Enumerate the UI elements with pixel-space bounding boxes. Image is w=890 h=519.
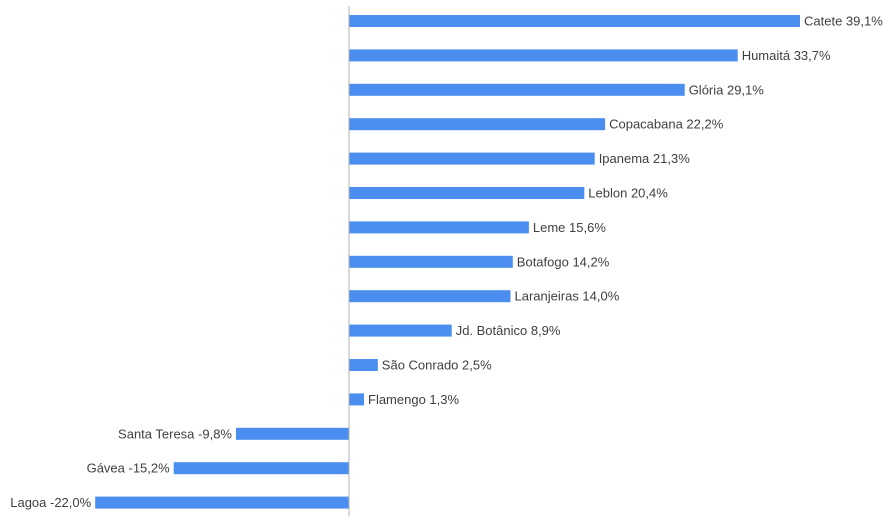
data-label: Catete 39,1% bbox=[804, 14, 883, 29]
data-label: Leme 15,6% bbox=[533, 220, 606, 235]
data-label: Lagoa -22,0% bbox=[10, 495, 91, 510]
data-label: Glória 29,1% bbox=[689, 82, 765, 97]
bar-gl-ria bbox=[349, 83, 685, 96]
bar-flamengo bbox=[349, 393, 364, 406]
bar-santa-teresa bbox=[236, 427, 349, 440]
bar-laranjeiras bbox=[349, 290, 511, 303]
bar-catete bbox=[349, 15, 800, 27]
data-label: Botafogo 14,2% bbox=[517, 254, 610, 269]
data-label: Humaitá 33,7% bbox=[742, 48, 831, 63]
data-label: São Conrado 2,5% bbox=[382, 358, 492, 373]
bar-jd-bot-nico bbox=[349, 324, 452, 337]
bar-ipanema bbox=[349, 152, 595, 165]
data-label: Santa Teresa -9,8% bbox=[118, 426, 232, 441]
bar-copacabana bbox=[349, 118, 606, 131]
bar-lagoa bbox=[95, 496, 349, 509]
bar-leme bbox=[349, 221, 529, 234]
bar-leblon bbox=[349, 187, 585, 199]
bar-s-o-conrado bbox=[349, 359, 378, 371]
data-label: Jd. Botânico 8,9% bbox=[456, 323, 561, 338]
bar-botafogo bbox=[349, 255, 513, 268]
data-label: Gávea -15,2% bbox=[87, 461, 171, 476]
bars-group bbox=[95, 15, 800, 509]
data-labels-group: Catete 39,1% Humaitá 33,7% Glória 29,1% Cop… bbox=[10, 14, 883, 511]
data-label: Ipanema 21,3% bbox=[599, 151, 691, 166]
data-label: Leblon 20,4% bbox=[588, 186, 668, 201]
data-label: Copacabana 22,2% bbox=[609, 117, 724, 132]
bar-g-vea bbox=[173, 462, 349, 475]
bar-humait- bbox=[349, 49, 738, 62]
data-label: Laranjeiras 14,0% bbox=[515, 289, 620, 304]
data-label: Flamengo 1,3% bbox=[368, 392, 459, 407]
